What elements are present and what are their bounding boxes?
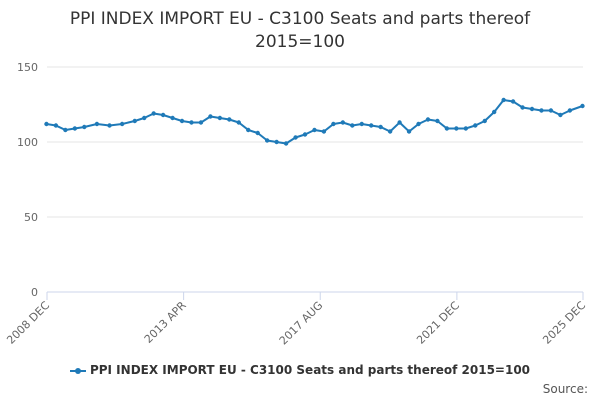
data-point (435, 118, 440, 124)
data-point (548, 108, 554, 113)
data-point (132, 118, 137, 124)
data-point (302, 132, 308, 137)
data-point (151, 111, 156, 116)
y-tick-label: 150 (17, 61, 38, 74)
data-point (255, 130, 260, 136)
data-point (312, 127, 317, 133)
chart-title-line2: 2015=100 (255, 32, 345, 52)
data-point (416, 121, 421, 127)
data-point (350, 123, 355, 128)
legend-line-icon (69, 367, 86, 374)
data-point (359, 121, 364, 127)
source-label: Source: (542, 382, 588, 396)
legend[interactable]: PPI INDEX IMPORT EU - C3100 Seats and pa… (0, 363, 600, 377)
data-point (170, 115, 175, 121)
data-point (264, 138, 270, 143)
data-point (482, 118, 487, 124)
data-point (331, 121, 336, 127)
data-point (53, 123, 59, 128)
data-point (397, 120, 402, 125)
data-point (444, 126, 450, 131)
y-tick-label: 100 (17, 136, 38, 149)
data-point (72, 126, 78, 131)
y-tick-label: 0 (31, 286, 38, 299)
y-axis-ticks: 0 50 100 150 (17, 61, 38, 299)
data-point (283, 141, 289, 146)
data-point (236, 120, 241, 125)
data-point (142, 115, 147, 121)
data-point (119, 121, 125, 127)
data-point (529, 106, 535, 112)
data-point (387, 129, 393, 134)
data-point (321, 129, 327, 134)
data-point (340, 120, 346, 125)
data-point (63, 127, 68, 133)
data-point (473, 123, 478, 128)
x-tick-label: 2017 AUG (277, 299, 326, 348)
data-point (539, 108, 544, 113)
data-point (208, 114, 213, 119)
x-tick-label: 2008 DEC (4, 299, 52, 347)
data-point (425, 117, 431, 122)
gridlines (47, 66, 583, 218)
chart-title-line1: PPI INDEX IMPORT EU - C3100 Seats and pa… (69, 9, 531, 29)
series-line[interactable] (46, 99, 583, 145)
data-point (179, 118, 185, 124)
data-point (217, 115, 223, 121)
data-point (246, 127, 251, 133)
data-point (558, 112, 563, 118)
data-point (463, 126, 469, 131)
chart-title: PPI INDEX IMPORT EU - C3100 Seats and pa… (0, 8, 600, 54)
data-point (44, 121, 49, 127)
data-point (454, 126, 459, 131)
data-point (293, 135, 298, 140)
data-point (378, 124, 383, 130)
data-point (94, 121, 100, 127)
data-point (274, 139, 279, 145)
x-tick-label: 2021 DEC (414, 299, 462, 347)
data-point (491, 109, 497, 115)
data-point (580, 103, 585, 109)
data-point (198, 120, 204, 125)
data-point (520, 105, 525, 110)
data-point (567, 108, 573, 113)
data-point (82, 124, 87, 130)
data-point (107, 123, 112, 128)
data-point (501, 97, 506, 103)
x-tick-label: 2025 DEC (540, 299, 588, 347)
data-point (369, 123, 374, 128)
x-axis-ticks: 2008 DEC 2013 APR 2017 AUG 2021 DEC 2025 DEC (4, 292, 588, 347)
data-point (160, 112, 166, 118)
y-tick-label: 50 (24, 211, 38, 224)
x-tick-label: 2013 APR (142, 299, 189, 346)
legend-label: PPI INDEX IMPORT EU - C3100 Seats and pa… (89, 363, 531, 377)
data-point (406, 129, 412, 134)
data-point (189, 120, 194, 125)
data-point (510, 99, 516, 104)
series-points (44, 97, 585, 146)
data-point (227, 117, 232, 122)
